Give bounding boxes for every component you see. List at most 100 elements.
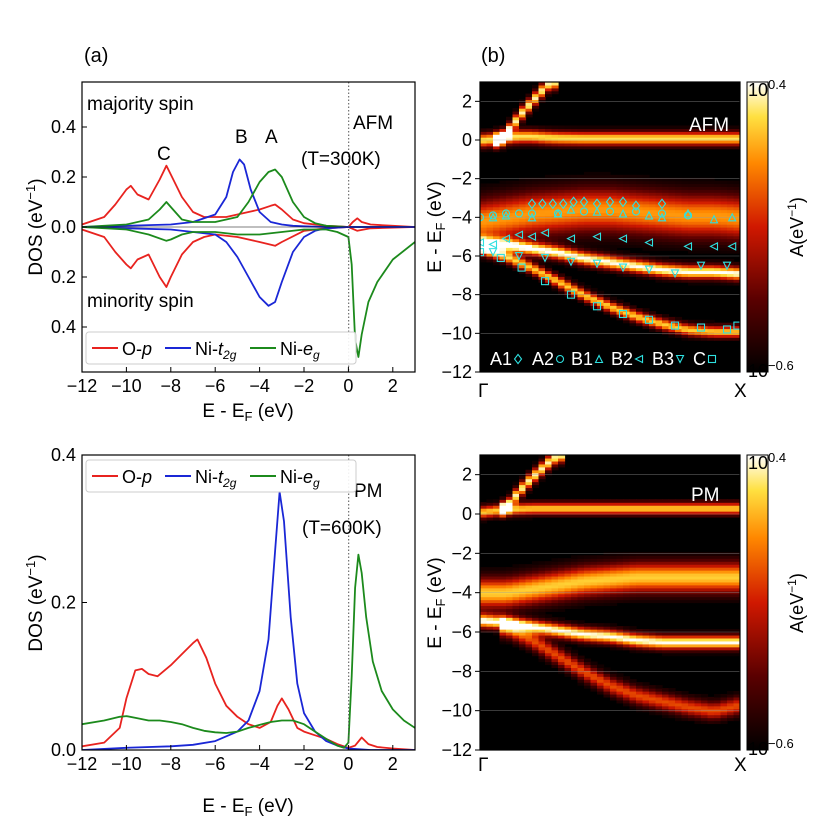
heatmap-cell — [597, 192, 605, 196]
heatmap-cell — [480, 573, 488, 577]
heatmap-cell — [480, 505, 488, 509]
heatmap-cell — [577, 125, 585, 129]
heatmap-cell — [629, 564, 637, 568]
heatmap-cell — [701, 212, 709, 216]
heatmap-cell — [720, 270, 728, 274]
heatmap-cell — [655, 570, 663, 574]
heatmap-cell — [493, 198, 501, 202]
heatmap-cell — [551, 620, 559, 624]
heatmap-cell — [642, 195, 650, 199]
heatmap-cell — [733, 279, 740, 283]
marker-c — [566, 290, 576, 299]
heatmap-cell — [525, 137, 533, 141]
heatmap-cell — [714, 578, 722, 583]
heatmap-cell — [642, 637, 650, 642]
heatmap-cell — [642, 253, 650, 257]
heatmap-cell — [519, 581, 527, 586]
heatmap-cell — [629, 267, 637, 272]
heatmap-cell — [616, 502, 624, 506]
heatmap-cell — [499, 496, 507, 500]
heatmap-cell — [512, 221, 520, 225]
heatmap-cell — [668, 247, 676, 251]
heatmap-cell — [668, 578, 676, 583]
heatmap-cell — [642, 221, 650, 225]
heatmap-cell — [733, 514, 740, 518]
heatmap-cell — [486, 195, 494, 199]
heatmap-cell — [538, 608, 546, 612]
heatmap-cell — [681, 177, 689, 182]
heatmap-cell — [590, 177, 598, 182]
heatmap-cell — [584, 676, 592, 680]
heatmap-cell — [720, 640, 728, 645]
heatmap-cell — [675, 316, 683, 321]
heatmap-cell — [733, 593, 740, 598]
heatmap-cell — [545, 614, 553, 618]
heatmap-cell — [584, 195, 592, 199]
heatmap-cell — [564, 198, 572, 202]
heatmap-cell — [668, 270, 676, 274]
heatmap-cell — [564, 189, 572, 193]
heatmap-cell — [512, 131, 520, 135]
heatmap-cell — [629, 593, 637, 598]
heatmap-cell — [662, 276, 670, 280]
heatmap-cell — [688, 328, 696, 332]
heatmap-cell — [623, 137, 631, 141]
heatmap-cell — [668, 570, 676, 574]
heatmap-cell — [564, 247, 572, 251]
heatmap-cell — [714, 227, 722, 231]
heatmap-cell — [532, 481, 540, 486]
heatmap-cell — [558, 221, 566, 225]
heatmap-cell — [519, 189, 527, 193]
x-tick-label: −6 — [205, 376, 226, 396]
heatmap-cell — [727, 195, 735, 199]
heatmap-cell — [506, 227, 514, 231]
heatmap-cell — [597, 203, 605, 208]
heatmap-cell — [584, 637, 592, 642]
heatmap-cell — [558, 177, 566, 182]
heatmap-cell — [668, 186, 676, 190]
heatmap-cell — [545, 596, 553, 601]
heatmap-cell — [649, 705, 657, 710]
heatmap-cell — [649, 508, 657, 512]
heatmap-cell — [584, 235, 592, 240]
heatmap-cell — [512, 602, 520, 607]
x-tick-label: 2 — [388, 754, 398, 774]
heatmap-cell — [551, 564, 559, 568]
heatmap-cell — [532, 463, 540, 468]
heatmap-cell — [642, 682, 650, 686]
heatmap-cell — [571, 567, 579, 571]
heatmap-cell — [519, 227, 527, 231]
heatmap-cell — [681, 561, 689, 565]
heatmap-cell — [629, 561, 637, 565]
phase-label-afm: AFM — [353, 113, 393, 134]
heatmap-cell — [480, 567, 488, 571]
heatmap-cell — [558, 200, 566, 205]
heatmap-cell — [610, 125, 618, 129]
heatmap-cell — [642, 575, 650, 580]
heatmap-cell — [681, 337, 689, 341]
heatmap-cell — [668, 640, 676, 645]
heatmap-cell — [733, 282, 740, 286]
heatmap-cell — [610, 195, 618, 199]
heatmap-cell — [636, 128, 644, 132]
heatmap-cell — [584, 227, 592, 231]
heatmap-cell — [688, 180, 696, 185]
heatmap-cell — [636, 558, 644, 562]
colorbar-min-label: 10−0.6 — [748, 358, 794, 381]
heatmap-cell — [610, 561, 618, 565]
heatmap-cell — [480, 186, 488, 190]
heatmap-cell — [551, 570, 559, 574]
heatmap-cell — [662, 203, 670, 208]
heatmap-cell — [714, 192, 722, 196]
heatmap-cell — [642, 688, 650, 692]
marker-a2 — [683, 211, 693, 220]
heatmap-cell — [584, 685, 592, 689]
heatmap-cell — [733, 227, 740, 231]
heatmap-cell — [629, 305, 637, 309]
heatmap-cell — [519, 611, 527, 615]
heatmap-cell — [675, 505, 683, 509]
heatmap-cell — [733, 189, 740, 193]
heatmap-cell — [506, 629, 514, 633]
heatmap-cell — [623, 186, 631, 190]
heatmap-cell — [486, 206, 494, 211]
